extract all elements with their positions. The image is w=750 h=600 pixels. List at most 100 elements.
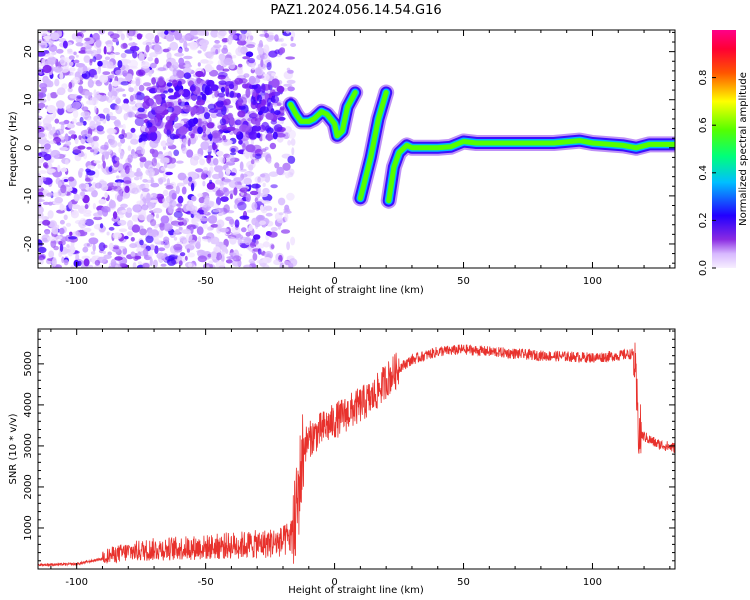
spectrogram-noise-blob: [178, 89, 184, 95]
spectrogram-noise-blob: [261, 99, 266, 106]
spectrogram-noise-blob: [237, 96, 247, 107]
spectrogram-noise-blob: [59, 227, 65, 235]
spectrogram-noise-blob: [131, 224, 141, 233]
spectrogram-noise-blob: [68, 130, 76, 135]
spectrogram-noise-blob: [68, 61, 74, 67]
spectrogram-noise-blob: [127, 30, 136, 37]
spectrogram-noise-blob: [175, 185, 180, 195]
spectrogram-noise-blob: [271, 72, 276, 77]
spectrogram-noise-blob: [93, 169, 100, 179]
spectrogram-noise-blob: [126, 111, 136, 118]
spectrogram-noise-blob: [159, 222, 165, 231]
spectrogram-noise-blob: [215, 100, 224, 108]
spectrogram-noise-blob: [202, 223, 208, 229]
spectrogram-noise-blob: [243, 177, 252, 185]
spectrogram-noise-blob: [196, 99, 205, 106]
spectrogram-noise-blob: [56, 100, 65, 109]
spectrogram-noise-blob: [121, 103, 130, 111]
spectrogram-noise-blob: [217, 71, 228, 78]
spectrogram-noise-blob: [197, 126, 203, 135]
spectrogram-noise-blob: [96, 47, 102, 54]
spectrogram-noise-blob: [248, 164, 254, 171]
spectrogram-noise-blob: [267, 157, 272, 164]
spectrogram-noise-blob: [177, 195, 184, 204]
spectrogram-noise-blob: [103, 254, 112, 260]
spectrogram-noise-blob: [207, 215, 218, 224]
x-tick-label: -50: [197, 577, 213, 588]
y-tick-label: 10: [23, 93, 34, 106]
spectrogram-noise-blob: [131, 187, 139, 195]
spectrogram-noise-blob: [273, 259, 281, 266]
spectrogram-noise-blob: [59, 72, 64, 80]
spectrogram-noise-blob: [277, 116, 286, 121]
spectrogram-noise-blob: [226, 256, 237, 260]
spectrogram-noise-blob: [251, 125, 262, 132]
spectrogram-frame: [37, 29, 676, 269]
spectrogram-noise-blob: [141, 188, 150, 192]
spectrogram-noise-blob: [136, 146, 143, 154]
spectrogram-noise-blob: [262, 264, 270, 268]
spectrogram-noise-blob: [84, 46, 92, 54]
spectrogram-noise-blob: [73, 59, 80, 64]
spectrogram-noise-blob: [68, 200, 73, 210]
spectrogram-noise-blob: [151, 77, 157, 85]
spectrogram-noise-blob: [162, 48, 170, 53]
spectrogram-noise-blob: [139, 239, 144, 246]
spectrogram-noise-blob: [127, 154, 133, 163]
spectrogram-noise-blob: [154, 245, 159, 254]
y-tick-label: 2000: [23, 474, 34, 499]
spectrogram-noise-blob: [229, 193, 233, 200]
spectrogram-noise-blob: [63, 214, 68, 221]
spectrogram-noise-blob: [167, 88, 174, 93]
spectrogram-noise-blob: [233, 234, 244, 240]
spectrogram-noise-blob: [245, 193, 251, 203]
spectrogram-noise-blob: [74, 137, 79, 145]
spectrogram-noise-blob: [148, 70, 152, 77]
spectrogram-noise-blob: [80, 135, 86, 145]
spectrogram-noise-blob: [241, 173, 248, 178]
spectrogram-noise-blob: [120, 33, 125, 41]
y-tick-label: 1000: [23, 515, 34, 540]
spectrogram-noise-blob: [207, 51, 214, 60]
spectrogram-noise-blob: [39, 30, 47, 37]
spectrogram-noise-blob: [93, 89, 97, 98]
spectrogram-noise-blob: [42, 201, 50, 205]
spectrogram-noise-blob: [217, 92, 226, 98]
spectrogram-noise-blob: [115, 88, 126, 92]
spectrogram-noise-blob: [77, 152, 85, 157]
spectrogram-noise-blob: [145, 44, 150, 53]
spectrogram-noise-blob: [283, 207, 291, 212]
spectrogram-noise-blob: [140, 113, 148, 119]
spectrogram-noise-blob: [252, 89, 257, 97]
spectrogram-noise-blob: [129, 243, 138, 249]
spectrogram-noise-blob: [163, 223, 173, 232]
spectrogram-noise-blob: [228, 252, 237, 256]
spectrogram-noise-blob: [268, 231, 278, 238]
spectrogram-noise-blob: [196, 77, 202, 84]
spectrogram-noise-blob: [287, 155, 296, 164]
spectrogram-noise-blob: [154, 57, 159, 65]
spectrogram-noise-blob: [38, 63, 45, 67]
spectrogram-noise-blob: [164, 30, 169, 35]
spectrogram-noise-blob: [82, 246, 89, 253]
spectrogram-noise-blob: [73, 51, 77, 56]
spectrogram-noise-blob: [147, 122, 153, 128]
spectrogram-noise-blob: [122, 93, 127, 97]
spectrogram-noise-blob: [256, 54, 265, 61]
spectrogram-noise-blob: [113, 120, 120, 125]
spectrogram-noise-blob: [249, 190, 259, 196]
spectrogram-noise-blob: [246, 209, 256, 213]
spectrogram-noise-blob: [239, 187, 249, 193]
spectrogram-noise-blob: [147, 229, 155, 237]
spectrogram-noise-blob: [250, 159, 255, 165]
spectrogram-noise-blob: [83, 258, 90, 267]
spectrogram-noise-blob: [108, 242, 114, 251]
spectrogram-noise-blob: [124, 165, 130, 175]
spectrogram-noise-blob: [83, 213, 92, 217]
spectrogram-noise-blob: [118, 228, 128, 232]
spectrogram-noise-blob: [207, 103, 216, 110]
spectrogram-noise-blob: [49, 92, 58, 99]
spectrogram-noise-blob: [270, 244, 275, 250]
spectrogram-noise-blob: [274, 34, 279, 42]
spectrogram-noise-blob: [218, 80, 227, 85]
